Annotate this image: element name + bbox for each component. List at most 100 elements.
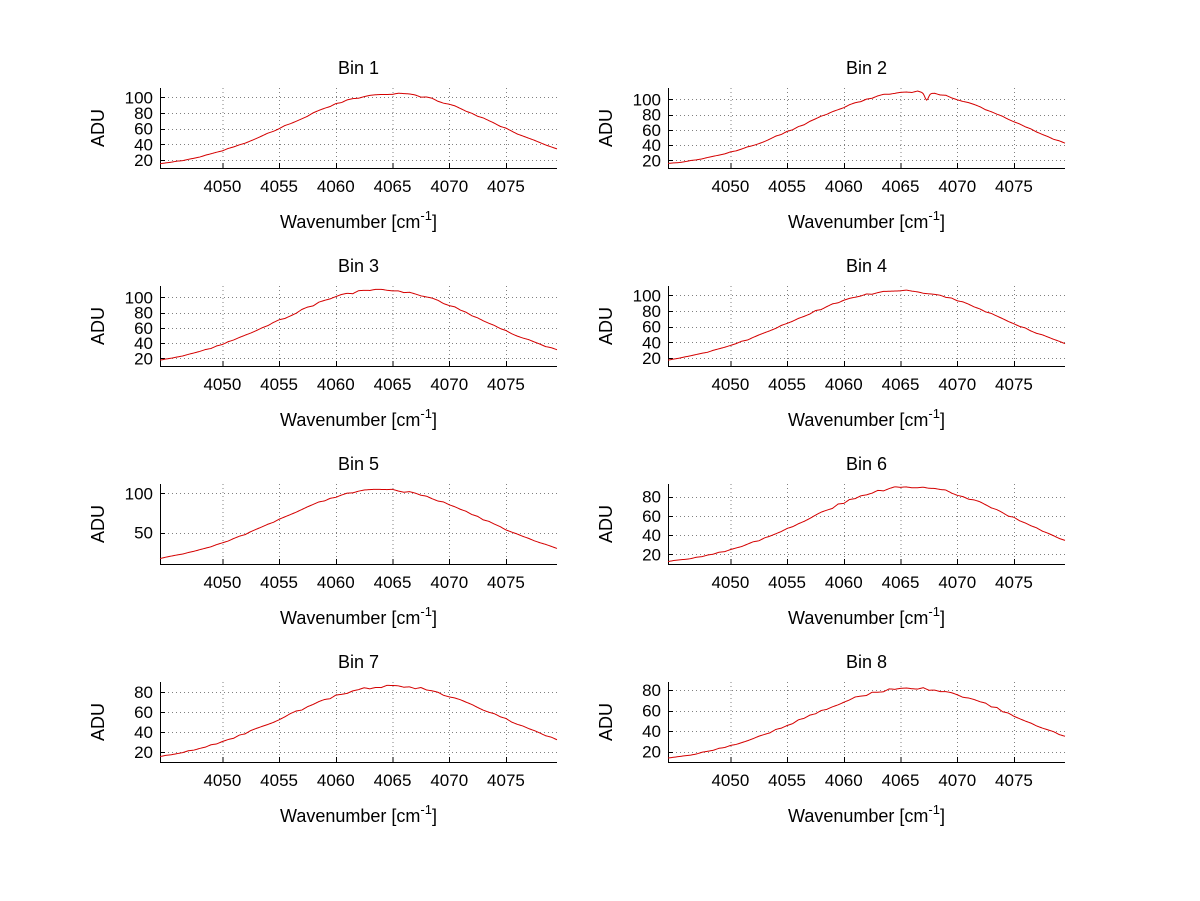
y-tick-label: 100	[633, 90, 661, 109]
x-tick-label: 4050	[711, 573, 749, 592]
x-axis-label: Wavenumber [cm-1]	[788, 406, 945, 430]
x-axis-label-main: Wavenumber [cm	[788, 410, 928, 430]
y-tick-label: 100	[633, 286, 661, 305]
y-tick-label: 60	[134, 120, 153, 139]
x-tick-label: 4070	[430, 771, 468, 790]
x-tick-label: 4050	[711, 375, 749, 394]
x-axis-label-superscript: -1	[928, 208, 940, 223]
y-tick-label: 80	[134, 104, 153, 123]
y-tick-label: 20	[134, 743, 153, 762]
spectrum-curve	[667, 289, 1066, 361]
x-axis-label-suffix: ]	[432, 608, 437, 628]
spectrum-curve	[159, 684, 558, 758]
y-axis-label: ADU	[88, 505, 108, 543]
y-tick-label: 80	[642, 487, 661, 506]
subplot-title: Bin 5	[338, 454, 379, 474]
x-axis-label-suffix: ]	[432, 806, 437, 826]
subplot-8: 4050 4055 4060 4065 4070 4075 20 4060 80 Bin 8 ADU…	[596, 652, 1066, 826]
x-tick-label: 4070	[938, 771, 976, 790]
y-tick-label: 20	[642, 743, 661, 762]
y-tick-label: 40	[134, 723, 153, 742]
x-axis-label-suffix: ]	[940, 806, 945, 826]
spectrum-curve	[667, 90, 1066, 164]
x-tick-label: 4060	[317, 375, 355, 394]
x-tick-label: 4075	[995, 771, 1033, 790]
subplot-title: Bin 2	[846, 58, 887, 78]
y-tick-label: 80	[642, 681, 661, 700]
x-tick-label: 4065	[374, 177, 412, 196]
x-axis-label-suffix: ]	[940, 608, 945, 628]
subplot-title: Bin 7	[338, 652, 379, 672]
x-tick-label: 4050	[203, 375, 241, 394]
x-tick-label: 4065	[882, 177, 920, 196]
y-tick-label: 80	[134, 304, 153, 323]
x-axis-label: Wavenumber [cm-1]	[280, 802, 437, 826]
y-tick-label: 40	[642, 333, 661, 352]
x-tick-label: 4050	[711, 177, 749, 196]
subplot-title: Bin 4	[846, 256, 887, 276]
y-axis-label: ADU	[88, 703, 108, 741]
y-tick-label: 60	[642, 507, 661, 526]
y-tick-label: 80	[642, 302, 661, 321]
x-axis-label: Wavenumber [cm-1]	[788, 802, 945, 826]
x-tick-label: 4060	[317, 573, 355, 592]
y-tick-label: 60	[134, 319, 153, 338]
x-axis-label-superscript: -1	[420, 604, 432, 619]
x-axis-label-superscript: -1	[928, 604, 940, 619]
x-tick-label: 4075	[995, 375, 1033, 394]
x-tick-label: 4070	[938, 177, 976, 196]
x-tick-label: 4055	[260, 771, 298, 790]
subplot-title: Bin 6	[846, 454, 887, 474]
y-tick-label: 60	[134, 703, 153, 722]
x-tick-label: 4070	[430, 573, 468, 592]
x-axis-label-superscript: -1	[928, 406, 940, 421]
x-axis-label-main: Wavenumber [cm	[788, 212, 928, 232]
x-tick-label: 4065	[882, 771, 920, 790]
x-axis-label-main: Wavenumber [cm	[280, 608, 420, 628]
y-tick-label: 20	[642, 545, 661, 564]
y-axis-label: ADU	[88, 109, 108, 147]
y-tick-label: 20	[134, 349, 153, 368]
x-axis-label-suffix: ]	[432, 212, 437, 232]
x-tick-label: 4075	[487, 375, 525, 394]
x-axis-label: Wavenumber [cm-1]	[788, 208, 945, 232]
x-tick-label: 4050	[203, 771, 241, 790]
x-tick-label: 4055	[260, 573, 298, 592]
x-tick-label: 4075	[487, 573, 525, 592]
y-tick-label: 100	[125, 288, 153, 307]
x-tick-label: 4065	[374, 375, 412, 394]
x-axis-label-superscript: -1	[420, 406, 432, 421]
x-axis-label-suffix: ]	[940, 410, 945, 430]
x-tick-label: 4055	[260, 177, 298, 196]
x-axis-label-main: Wavenumber [cm	[280, 212, 420, 232]
x-tick-label: 4055	[768, 573, 806, 592]
x-tick-label: 4060	[317, 771, 355, 790]
y-tick-label: 60	[642, 702, 661, 721]
spectrum-curve	[159, 288, 558, 361]
x-axis-label-main: Wavenumber [cm	[788, 806, 928, 826]
y-tick-label: 100	[125, 88, 153, 107]
x-tick-label: 4070	[430, 177, 468, 196]
spectrum-curve	[159, 92, 558, 165]
x-tick-label: 4055	[260, 375, 298, 394]
y-axis-label: ADU	[596, 307, 616, 345]
x-tick-label: 4075	[487, 771, 525, 790]
y-tick-label: 80	[642, 106, 661, 125]
y-tick-label: 100	[125, 484, 153, 503]
y-axis-label: ADU	[596, 505, 616, 543]
x-tick-label: 4050	[203, 177, 241, 196]
y-tick-label: 60	[642, 318, 661, 337]
x-axis-label: Wavenumber [cm-1]	[788, 604, 945, 628]
x-axis-label-suffix: ]	[940, 212, 945, 232]
x-axis-label-superscript: -1	[420, 802, 432, 817]
x-axis-label-main: Wavenumber [cm	[788, 608, 928, 628]
y-axis-label: ADU	[596, 703, 616, 741]
x-tick-label: 4050	[203, 573, 241, 592]
y-tick-label: 40	[642, 526, 661, 545]
x-tick-label: 4065	[374, 573, 412, 592]
